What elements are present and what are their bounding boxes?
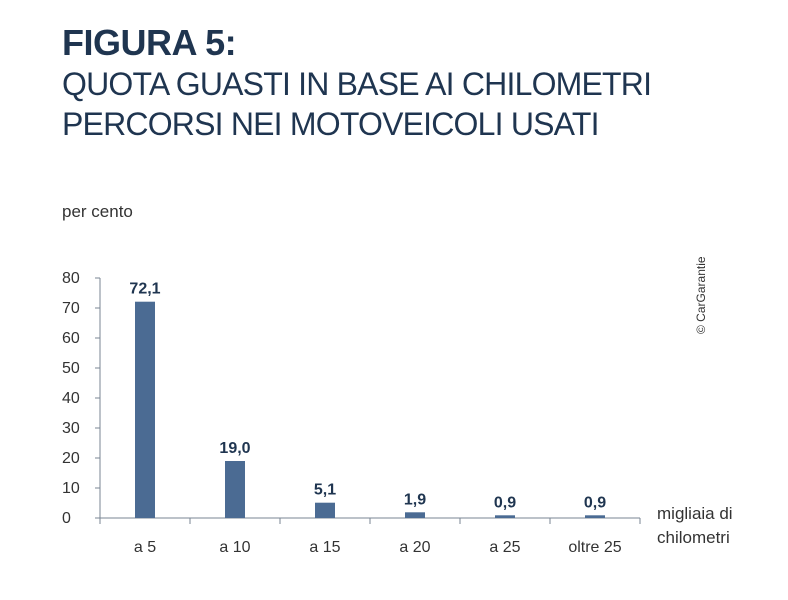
y-tick-label: 50 (62, 360, 80, 377)
y-tick-label: 40 (62, 390, 80, 407)
bar-value-label: 19,0 (219, 440, 250, 457)
y-tick-label: 80 (62, 270, 80, 287)
bar-value-label: 72,1 (129, 281, 160, 298)
bar-value-label: 1,9 (404, 491, 426, 508)
x-category-label: oltre 25 (568, 539, 621, 556)
bar-value-label: 5,1 (314, 482, 336, 499)
y-tick-label: 10 (62, 480, 80, 497)
y-axis-label: per cento (62, 202, 133, 221)
x-category-label: a 15 (309, 539, 340, 556)
y-tick-label: 30 (62, 420, 80, 437)
bar (135, 301, 155, 518)
bar-value-label: 0,9 (494, 494, 516, 511)
x-category-label: a 5 (134, 539, 156, 556)
bar (315, 502, 335, 518)
bar (225, 461, 245, 518)
x-category-label: a 25 (489, 539, 520, 556)
title-block: FIGURA 5: QUOTA GUASTI IN BASE AI CHILOM… (62, 22, 652, 144)
bar (405, 512, 425, 518)
x-axis-label: migliaia di chilometri (657, 504, 733, 547)
y-tick-label: 60 (62, 330, 80, 347)
y-tick-label: 0 (62, 510, 71, 527)
x-category-label: a 20 (399, 539, 430, 556)
figure-label: FIGURA 5: (62, 22, 237, 63)
y-tick-label: 70 (62, 300, 80, 317)
y-tick-label: 20 (62, 450, 80, 467)
bar (585, 515, 605, 518)
chart-title: QUOTA GUASTI IN BASE AI CHILOMETRI PERCO… (62, 66, 652, 142)
bar-value-label: 0,9 (584, 494, 606, 511)
bar (495, 515, 515, 518)
x-category-label: a 10 (219, 539, 250, 556)
